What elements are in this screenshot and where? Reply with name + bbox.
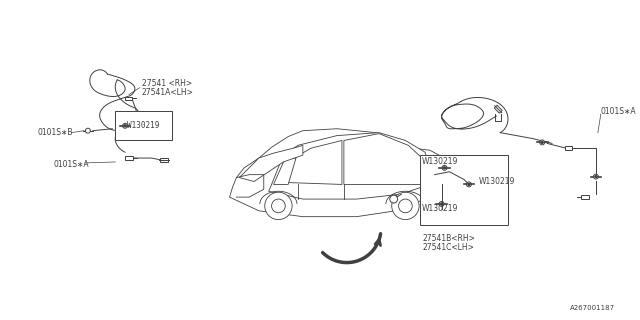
Polygon shape — [161, 158, 168, 162]
Circle shape — [467, 182, 472, 187]
Polygon shape — [273, 158, 296, 184]
Polygon shape — [125, 156, 133, 160]
Circle shape — [440, 203, 443, 205]
Circle shape — [124, 124, 126, 127]
Circle shape — [265, 192, 292, 220]
Polygon shape — [564, 146, 572, 150]
Text: 0101S∗A: 0101S∗A — [54, 160, 90, 169]
Polygon shape — [269, 133, 430, 199]
Circle shape — [439, 202, 444, 206]
Circle shape — [595, 175, 597, 178]
Polygon shape — [494, 105, 502, 113]
Text: 27541C<LH>: 27541C<LH> — [422, 244, 474, 252]
Circle shape — [271, 199, 285, 213]
Text: 0101S∗A: 0101S∗A — [601, 107, 636, 116]
Text: 0101S∗B: 0101S∗B — [37, 128, 72, 137]
FancyBboxPatch shape — [115, 111, 172, 140]
Circle shape — [390, 195, 397, 203]
Polygon shape — [125, 97, 132, 100]
Circle shape — [593, 174, 598, 179]
Text: A267001187: A267001187 — [570, 305, 616, 311]
FancyBboxPatch shape — [420, 155, 508, 226]
Circle shape — [442, 165, 447, 170]
Circle shape — [392, 192, 419, 220]
Circle shape — [540, 140, 545, 145]
Circle shape — [444, 167, 445, 169]
Circle shape — [468, 183, 470, 186]
Polygon shape — [285, 140, 342, 184]
Circle shape — [86, 128, 90, 133]
Circle shape — [541, 141, 543, 144]
Polygon shape — [230, 129, 447, 217]
Circle shape — [123, 124, 127, 128]
Text: 27541A<LH>: 27541A<LH> — [141, 88, 193, 97]
Text: 27541B<RH>: 27541B<RH> — [422, 234, 475, 243]
Circle shape — [399, 199, 412, 213]
Polygon shape — [344, 134, 422, 184]
Text: W130219: W130219 — [127, 121, 160, 130]
Polygon shape — [239, 145, 303, 181]
Text: W130219: W130219 — [422, 157, 458, 166]
Text: 27541 <RH>: 27541 <RH> — [141, 79, 192, 88]
Text: W130219: W130219 — [479, 177, 515, 186]
Text: W130219: W130219 — [422, 204, 458, 213]
Polygon shape — [581, 195, 589, 199]
